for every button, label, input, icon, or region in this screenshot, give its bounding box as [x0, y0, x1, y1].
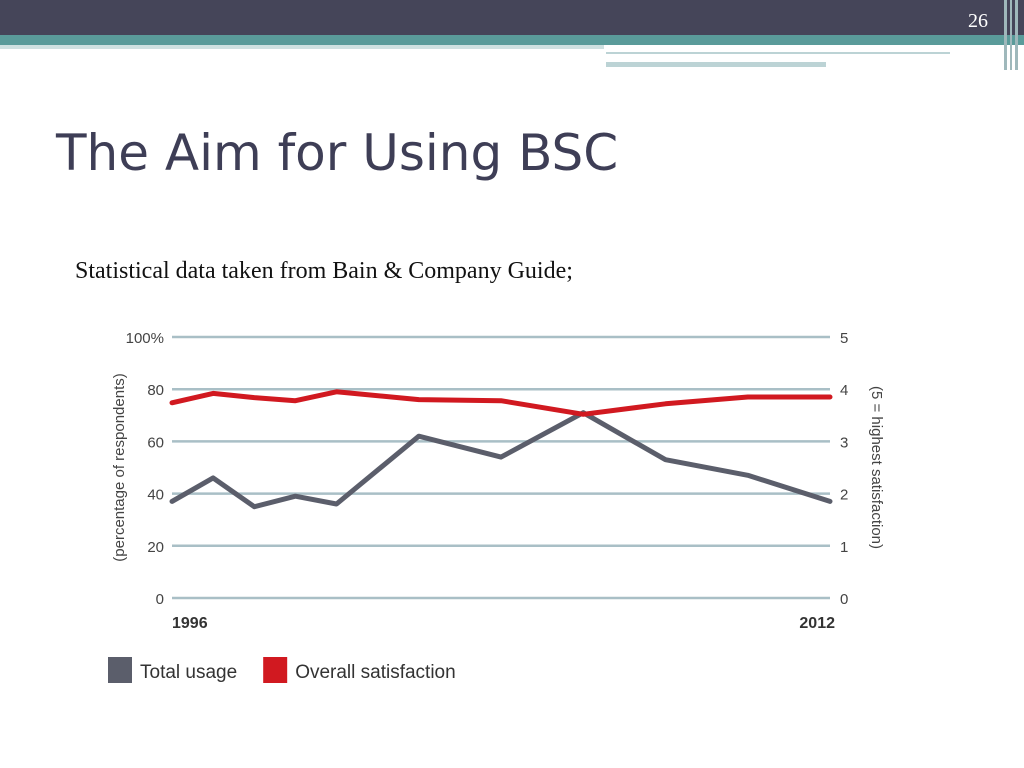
y-tick-label: 0 [156, 591, 164, 608]
x-tick-label: 1996 [172, 615, 208, 632]
legend-swatch [263, 657, 288, 683]
y-tick-label: 40 [147, 487, 164, 504]
y2-tick-label: 0 [840, 591, 848, 608]
y2-tick-label: 5 [840, 330, 848, 347]
slide-number: 26 [968, 10, 988, 32]
y2-tick-label: 1 [840, 539, 848, 556]
accent-line [606, 52, 950, 54]
y-tick-label: 80 [147, 382, 164, 399]
decor-vbar [1015, 0, 1018, 70]
decor-vbar [1004, 0, 1007, 70]
legend-label: Overall satisfaction [295, 662, 456, 683]
y-tick-label: 100% [126, 330, 164, 347]
slide-title: The Aim for Using BSC [56, 124, 619, 182]
y2-tick-label: 4 [840, 382, 848, 399]
y-tick-label: 20 [147, 539, 164, 556]
usage-satisfaction-chart: 0 20 40 60 80 100% 0 1 2 3 4 5 1996 2012 (percentage o… [108, 330, 885, 683]
y2-tick-label: 2 [840, 487, 848, 504]
overall-satisfaction-line [169, 389, 833, 417]
accent-band [0, 35, 1024, 45]
legend-swatch [108, 657, 132, 683]
y-tick-label: 60 [147, 434, 164, 451]
y-axis-label: (percentage of respondents) [111, 373, 128, 561]
legend-label: Total usage [140, 662, 237, 683]
total-usage-line [169, 410, 833, 510]
y2-axis-label: (5 = highest satisfaction) [868, 386, 885, 549]
header-bar [0, 0, 1024, 35]
accent-line [606, 62, 826, 67]
slide-subtitle: Statistical data taken from Bain & Compa… [75, 258, 573, 284]
x-tick-label: 2012 [799, 615, 835, 632]
decor-vbar [1010, 0, 1012, 70]
y2-tick-label: 3 [840, 434, 848, 451]
accent-stripe [0, 45, 604, 49]
